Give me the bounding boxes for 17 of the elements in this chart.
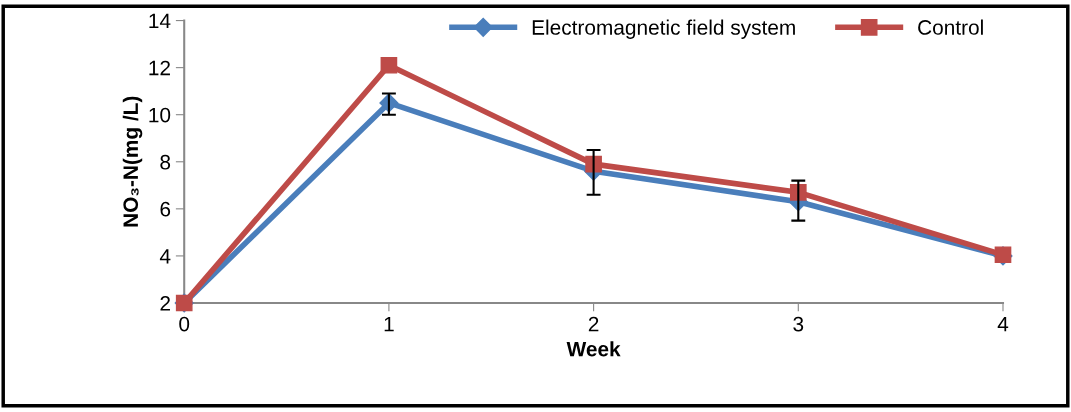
legend-label: Electromagnetic field system (532, 19, 795, 39)
x-tick-label: 2 (588, 316, 599, 332)
x-axis-title: Week (566, 341, 621, 357)
y-tick-label: 4 (159, 249, 171, 264)
y-tick-label: 14 (149, 13, 171, 29)
y-tick-label: 12 (149, 60, 170, 76)
x-tick-label: 4 (997, 316, 1009, 332)
y-tick-label: 2 (160, 295, 170, 311)
legend-label: Control (918, 19, 983, 35)
point (380, 56, 398, 74)
y-tick-label: 6 (160, 201, 171, 217)
x-tick-label: 0 (179, 316, 190, 332)
x-tick-label: 1 (384, 316, 394, 332)
y-tick-label: 8 (160, 154, 171, 170)
y-axis-title: NO₃-N(mg /L) (122, 96, 143, 227)
x-tick-label: 3 (793, 316, 804, 332)
y-tick-label: 10 (149, 107, 171, 123)
